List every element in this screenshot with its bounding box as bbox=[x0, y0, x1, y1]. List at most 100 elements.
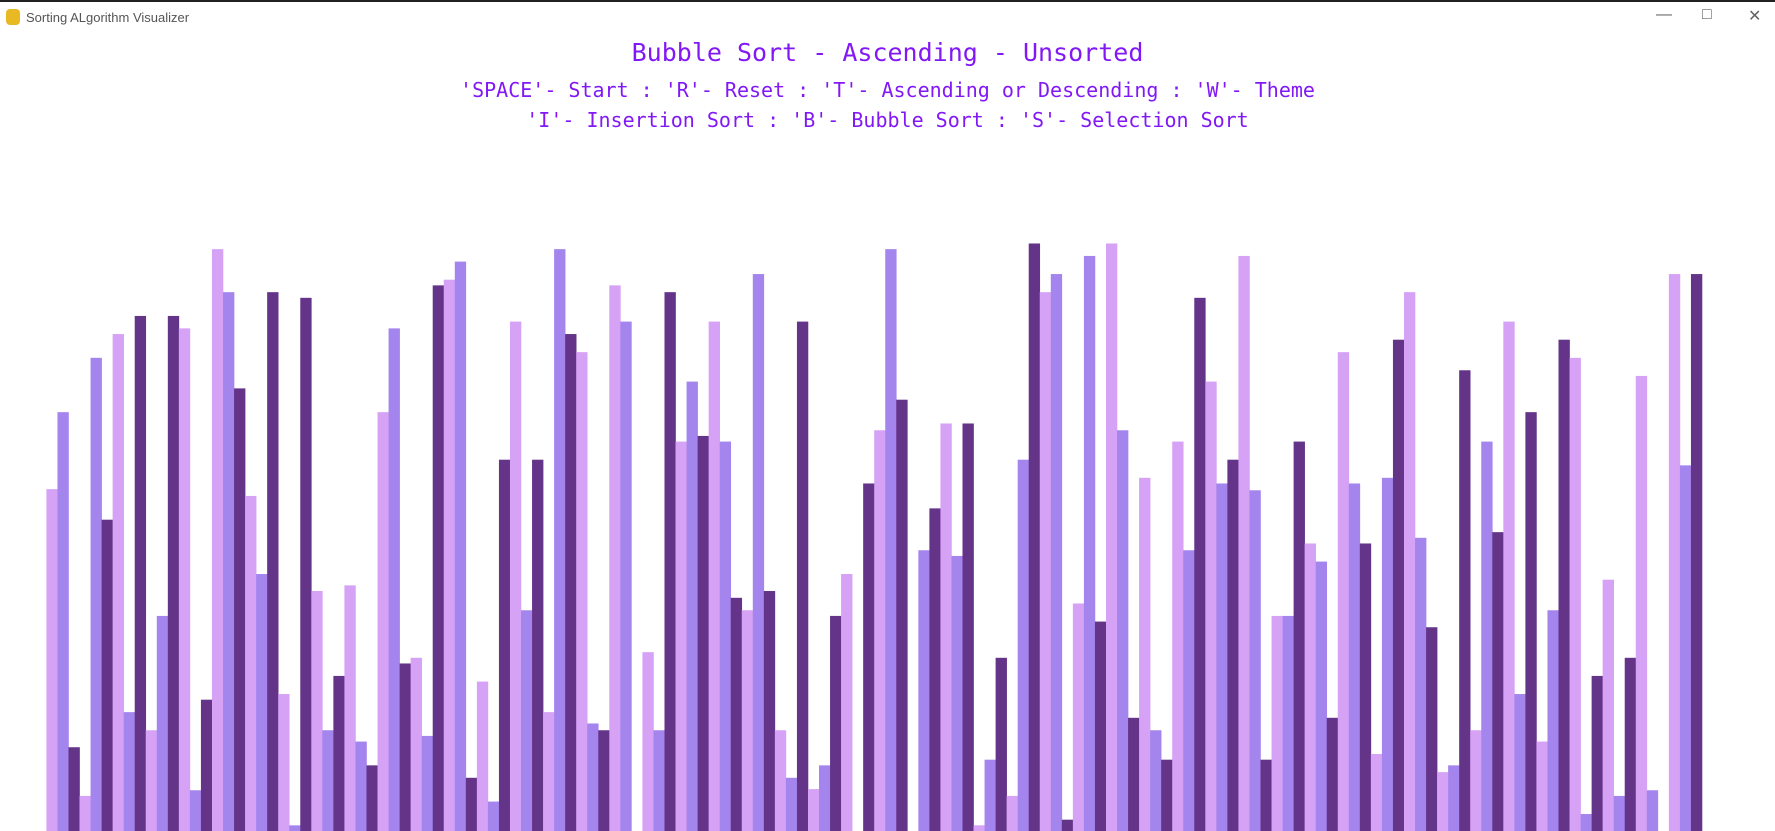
bar bbox=[333, 675, 345, 831]
bar bbox=[300, 297, 312, 831]
bar bbox=[1448, 765, 1460, 831]
bar bbox=[1624, 657, 1637, 831]
bar bbox=[598, 730, 610, 831]
bar bbox=[200, 699, 213, 831]
controls-line: 'SPACE'- Start : 'R'- Reset : 'T'- Ascen… bbox=[460, 78, 1315, 102]
bar bbox=[565, 334, 577, 831]
bar bbox=[1183, 550, 1195, 831]
bar bbox=[807, 789, 820, 831]
bar bbox=[1271, 615, 1283, 831]
bar bbox=[664, 292, 676, 831]
bar bbox=[587, 723, 599, 831]
bar bbox=[1205, 381, 1217, 831]
bar bbox=[1105, 243, 1118, 831]
bar bbox=[1282, 615, 1294, 831]
controls-line: 'I'- Insertion Sort : 'B'- Bubble Sort :… bbox=[526, 108, 1249, 132]
bar bbox=[1348, 483, 1361, 831]
bar bbox=[885, 249, 897, 831]
bar bbox=[1415, 537, 1427, 831]
bar bbox=[123, 712, 136, 831]
bar bbox=[830, 615, 842, 831]
bar bbox=[278, 694, 290, 831]
bar bbox=[465, 777, 478, 831]
bar bbox=[344, 585, 356, 831]
bar bbox=[421, 735, 434, 831]
bar bbox=[432, 285, 445, 831]
bar bbox=[79, 795, 91, 831]
bar bbox=[752, 274, 765, 831]
bar bbox=[1050, 274, 1063, 831]
bar bbox=[68, 747, 80, 831]
bar bbox=[1260, 759, 1272, 831]
bar bbox=[322, 730, 334, 831]
bar bbox=[554, 249, 566, 831]
bar bbox=[841, 574, 853, 831]
bar bbox=[1094, 621, 1107, 831]
bar bbox=[730, 597, 743, 831]
bar bbox=[929, 508, 941, 831]
bar bbox=[1249, 490, 1261, 831]
bar bbox=[708, 321, 720, 831]
bar bbox=[1238, 255, 1250, 831]
bar bbox=[1437, 772, 1449, 831]
bar bbox=[1635, 375, 1648, 831]
bar bbox=[1481, 441, 1493, 831]
bar bbox=[1072, 603, 1085, 831]
bar bbox=[763, 591, 776, 831]
bar bbox=[521, 610, 533, 831]
bar bbox=[951, 555, 963, 831]
bar bbox=[1370, 754, 1383, 831]
bar bbox=[1083, 255, 1096, 831]
bar bbox=[1139, 477, 1151, 831]
bar bbox=[653, 730, 665, 831]
title-bar: Sorting ALgorithm Visualizer — □ ✕ bbox=[0, 0, 1775, 32]
bar bbox=[896, 399, 908, 831]
bar bbox=[211, 249, 224, 831]
bar bbox=[1503, 321, 1515, 831]
bar bbox=[476, 681, 489, 831]
bar bbox=[1337, 352, 1350, 831]
maximize-button[interactable]: □ bbox=[1702, 6, 1712, 23]
bar bbox=[267, 292, 279, 831]
bar bbox=[1381, 477, 1394, 831]
minimize-button[interactable]: — bbox=[1656, 6, 1672, 23]
bar bbox=[620, 321, 632, 831]
bar bbox=[796, 321, 809, 831]
bar bbox=[675, 441, 687, 831]
bar bbox=[1216, 483, 1228, 831]
bar bbox=[443, 279, 456, 831]
bar bbox=[1017, 459, 1030, 831]
bar bbox=[1150, 730, 1162, 831]
bar bbox=[918, 550, 930, 831]
bar bbox=[697, 435, 709, 831]
bar bbox=[1426, 627, 1438, 831]
bar bbox=[1459, 370, 1471, 831]
bar bbox=[774, 730, 787, 831]
bar bbox=[101, 519, 113, 831]
bar bbox=[642, 652, 654, 831]
bar bbox=[1128, 717, 1140, 831]
bar bbox=[1403, 292, 1416, 831]
bar bbox=[1525, 412, 1537, 831]
bar bbox=[1613, 795, 1626, 831]
bar bbox=[874, 430, 886, 831]
bar bbox=[1293, 441, 1305, 831]
window-title: Sorting ALgorithm Visualizer bbox=[26, 10, 190, 25]
bar bbox=[410, 657, 422, 831]
bar bbox=[167, 315, 180, 831]
bar bbox=[1668, 274, 1681, 831]
bar bbox=[454, 261, 467, 831]
bar bbox=[245, 495, 257, 831]
bar bbox=[234, 388, 246, 831]
bar bbox=[156, 615, 169, 831]
bar bbox=[388, 328, 400, 831]
bar bbox=[1602, 579, 1614, 831]
close-button[interactable]: ✕ bbox=[1748, 8, 1762, 25]
bar bbox=[1558, 339, 1570, 831]
bar bbox=[487, 801, 500, 831]
bar bbox=[57, 412, 69, 831]
bar bbox=[1039, 292, 1052, 831]
bar bbox=[46, 489, 58, 831]
